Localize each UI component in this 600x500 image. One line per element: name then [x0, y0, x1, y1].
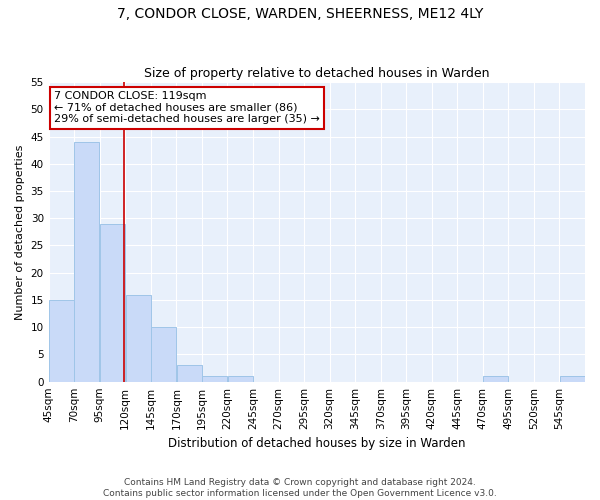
Bar — [483, 376, 508, 382]
Bar — [49, 300, 74, 382]
X-axis label: Distribution of detached houses by size in Warden: Distribution of detached houses by size … — [168, 437, 466, 450]
Y-axis label: Number of detached properties: Number of detached properties — [15, 144, 25, 320]
Bar — [151, 327, 176, 382]
Bar — [227, 376, 253, 382]
Bar — [125, 294, 151, 382]
Bar — [176, 366, 202, 382]
Bar — [202, 376, 227, 382]
Text: Contains HM Land Registry data © Crown copyright and database right 2024.
Contai: Contains HM Land Registry data © Crown c… — [103, 478, 497, 498]
Title: Size of property relative to detached houses in Warden: Size of property relative to detached ho… — [144, 66, 490, 80]
Bar — [560, 376, 585, 382]
Bar — [74, 142, 100, 382]
Bar — [100, 224, 125, 382]
Text: 7, CONDOR CLOSE, WARDEN, SHEERNESS, ME12 4LY: 7, CONDOR CLOSE, WARDEN, SHEERNESS, ME12… — [117, 8, 483, 22]
Text: 7 CONDOR CLOSE: 119sqm
← 71% of detached houses are smaller (86)
29% of semi-det: 7 CONDOR CLOSE: 119sqm ← 71% of detached… — [54, 91, 320, 124]
